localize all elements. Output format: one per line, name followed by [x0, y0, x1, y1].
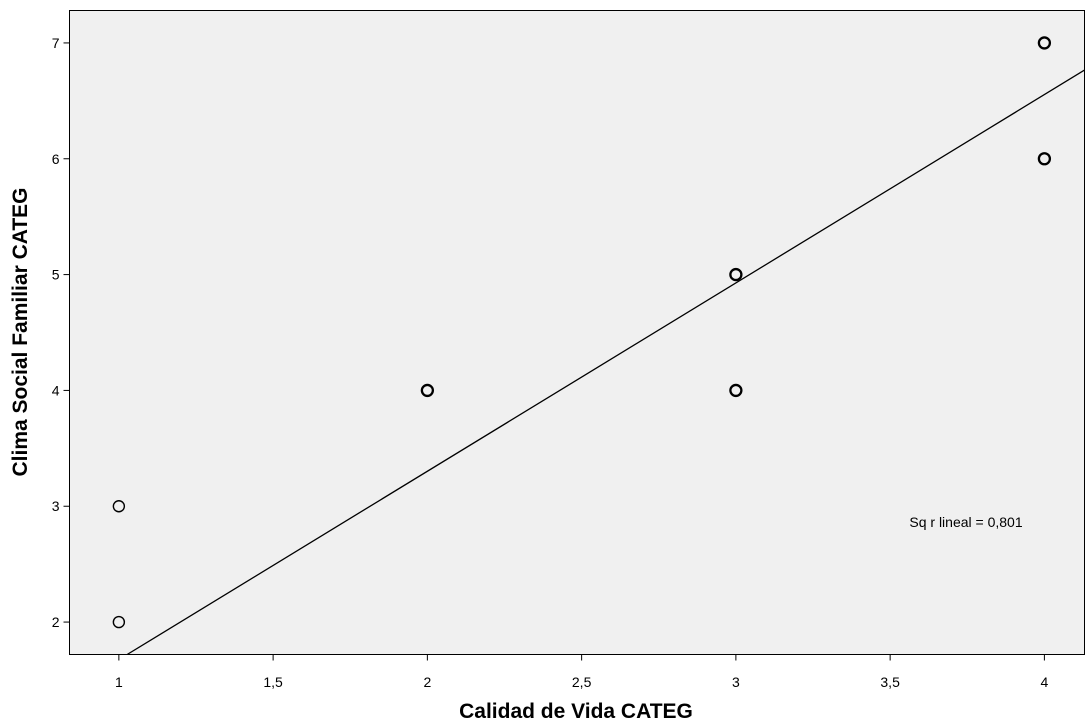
x-tick-label: 1 — [115, 674, 123, 690]
x-tick-label: 3 — [732, 674, 740, 690]
data-point — [420, 383, 435, 398]
y-tick-label: 4 — [52, 382, 60, 398]
x-tick-label: 2 — [423, 674, 431, 690]
y-tick-label: 3 — [52, 498, 60, 514]
data-point — [112, 615, 126, 629]
y-tick-label: 5 — [52, 267, 60, 283]
y-axis: 2 3 4 5 6 7 — [52, 35, 70, 630]
y-axis-title: Clima Social Familiar CATEG — [9, 187, 32, 476]
data-point — [729, 383, 743, 398]
data-point — [729, 267, 743, 282]
x-tick-label: 3,5 — [880, 674, 900, 690]
y-tick-label: 6 — [52, 151, 60, 167]
y-tick-label: 7 — [52, 35, 60, 51]
plot-area — [69, 10, 1085, 655]
x-tick-label: 2,5 — [572, 674, 592, 690]
points-layer — [112, 36, 1052, 629]
x-tick-label: 1,5 — [263, 674, 283, 690]
y-tick-label: 2 — [52, 614, 60, 630]
x-tick-label: 4 — [1040, 674, 1048, 690]
fit-line-layer — [126, 69, 1085, 656]
data-point — [1037, 36, 1052, 50]
r-squared-annotation: Sq r lineal = 0,801 — [909, 514, 1022, 530]
data-point — [1037, 152, 1052, 166]
x-axis-title: Calidad de Vida CATEG — [459, 700, 693, 723]
fit-line — [126, 69, 1085, 656]
data-point — [112, 500, 126, 513]
x-axis: 1 1,5 2 2,5 3 3,5 4 — [115, 654, 1048, 690]
